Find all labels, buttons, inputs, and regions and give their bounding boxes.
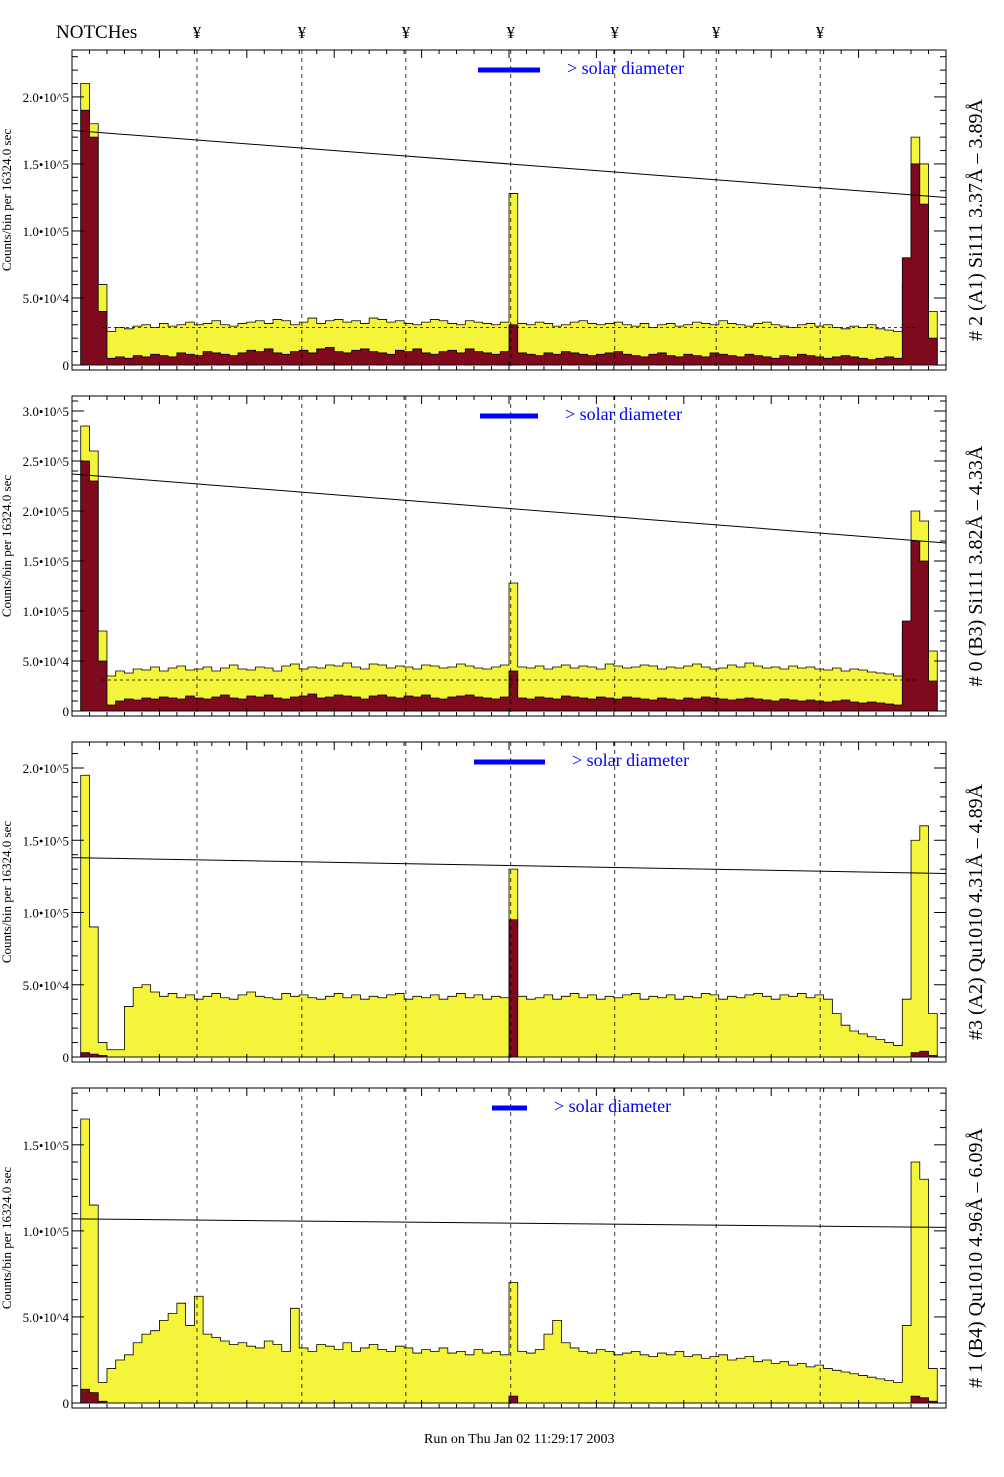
panel-title: # 1 (B4) Qu1010 4.96Å – 6.09Å	[965, 1127, 987, 1388]
notch-marker: ¥	[193, 23, 202, 42]
notch-marker: ¥	[611, 23, 620, 42]
y-tick-label: 5.0•10^4	[23, 654, 70, 669]
histogram-inner	[72, 109, 946, 366]
notches-label: NOTCHes	[56, 22, 137, 43]
notch-marker: ¥	[816, 23, 825, 42]
legend-label: > solar diameter	[567, 58, 684, 78]
histogram-total	[72, 1118, 946, 1404]
y-tick-label: 0	[63, 358, 70, 373]
histogram-inner	[72, 919, 946, 1058]
y-tick-label: 0	[63, 1396, 70, 1411]
panel-1: 0 5.0•10^4 1.0•10^5 1.5•10^5 2.0•10^5 2.5•10^…	[0, 395, 987, 719]
y-axis-label: Counts/bin per 16324.0 sec	[0, 129, 14, 271]
y-tick-label: 1.5•10^5	[23, 157, 69, 172]
y-tick-label: 0	[63, 1050, 70, 1065]
y-tick-label: 0	[63, 704, 70, 719]
trend-line	[71, 857, 947, 874]
run-timestamp: Run on Thu Jan 02 11:29:17 2003	[424, 1432, 615, 1447]
histogram-total	[72, 83, 946, 366]
y-tick-label: 2.0•10^5	[23, 761, 69, 776]
panel-title: # 0 (B3) Si111 3.82Å – 4.33Å	[965, 445, 987, 686]
notch-marker: ¥	[298, 23, 307, 42]
y-tick-label: 1.5•10^5	[23, 554, 69, 569]
y-tick-label: 3.0•10^5	[23, 404, 69, 419]
histogram-inner	[72, 1388, 946, 1404]
panel-title: #3 (A2) Qu1010 4.31Å – 4.89Å	[965, 783, 987, 1040]
trend-line	[71, 129, 947, 198]
notch-marker: ¥	[712, 23, 721, 42]
legend-label: > solar diameter	[554, 1096, 671, 1116]
y-tick-label: 2.0•10^5	[23, 504, 69, 519]
y-tick-label: 1.0•10^5	[23, 604, 69, 619]
y-tick-label: 1.0•10^5	[23, 1224, 69, 1239]
trend-line	[71, 473, 947, 544]
y-tick-label: 2.0•10^5	[23, 90, 69, 105]
notch-marker: ¥	[506, 23, 515, 42]
y-tick-label: 1.0•10^5	[23, 906, 69, 921]
y-tick-label: 2.5•10^5	[23, 454, 69, 469]
legend-label: > solar diameter	[572, 750, 689, 770]
y-tick-label: 1.0•10^5	[23, 224, 69, 239]
panels: 0 5.0•10^4 1.0•10^5 1.5•10^5 2.0•10^5 Counts/…	[0, 49, 987, 1411]
panel-2: 0 5.0•10^4 1.0•10^5 1.5•10^5 2.0•10^5 Counts/…	[0, 741, 987, 1065]
panel-title: # 2 (A1) Si111 3.37Å – 3.89Å	[965, 99, 987, 341]
y-axis-label: Counts/bin per 16324.0 sec	[0, 821, 14, 963]
y-tick-label: 5.0•10^4	[23, 978, 70, 993]
y-tick-label: 5.0•10^4	[23, 291, 70, 306]
legend-label: > solar diameter	[565, 404, 682, 424]
trend-line	[71, 1218, 947, 1228]
y-tick-label: 5.0•10^4	[23, 1310, 70, 1325]
y-tick-label: 1.5•10^5	[23, 833, 69, 848]
panel-3: 0 5.0•10^4 1.0•10^5 1.5•10^5 Counts/bin per …	[0, 1087, 987, 1411]
histogram-inner	[72, 460, 946, 712]
notch-marker: ¥	[402, 23, 411, 42]
y-axis-label: Counts/bin per 16324.0 sec	[0, 1167, 14, 1309]
notches-header: NOTCHes ¥ ¥ ¥ ¥ ¥ ¥ ¥	[56, 22, 825, 43]
y-tick-label: 1.5•10^5	[23, 1138, 69, 1153]
histogram-total	[72, 425, 946, 712]
histogram-total	[72, 774, 946, 1058]
panel-0: 0 5.0•10^4 1.0•10^5 1.5•10^5 2.0•10^5 Counts/…	[0, 49, 987, 373]
y-axis-label: Counts/bin per 16324.0 sec	[0, 475, 14, 617]
